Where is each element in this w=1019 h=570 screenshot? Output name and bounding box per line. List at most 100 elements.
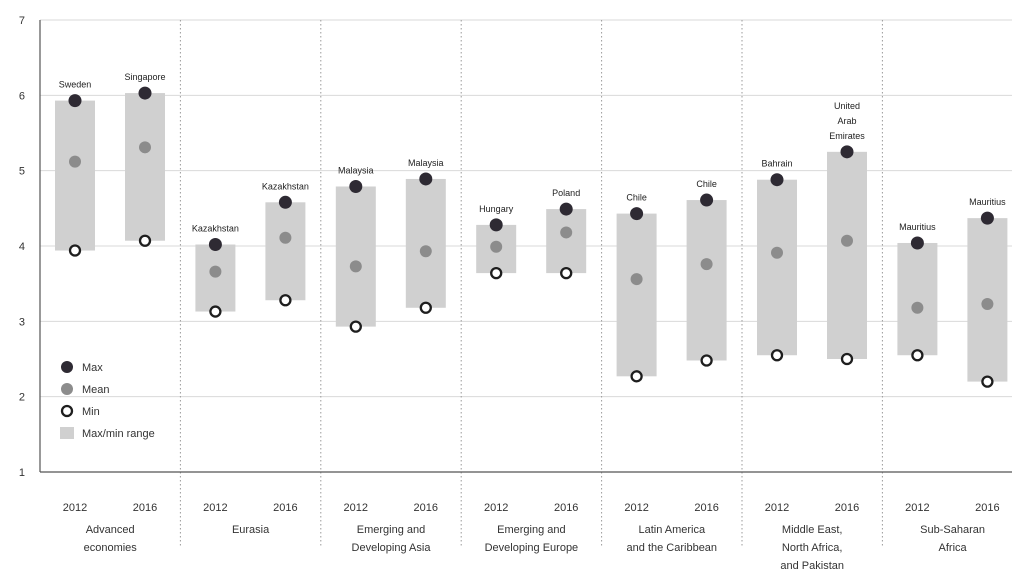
y-tick-label: 2 bbox=[19, 392, 25, 404]
y-tick-label: 6 bbox=[19, 90, 25, 102]
max-country-label: Malaysia bbox=[338, 165, 374, 175]
max-country-label: Poland bbox=[552, 188, 580, 198]
max-point bbox=[630, 207, 644, 221]
range-bar bbox=[757, 179, 797, 356]
min-point bbox=[770, 349, 784, 362]
year-tick-label: 2012 bbox=[344, 502, 368, 514]
min-point bbox=[490, 266, 503, 280]
year-tick-label: 2016 bbox=[835, 502, 859, 514]
range-bar bbox=[897, 242, 938, 356]
max-point bbox=[68, 94, 82, 108]
group-label: Eurasia bbox=[232, 524, 270, 536]
mean-point bbox=[560, 226, 573, 239]
max-country-label: Sweden bbox=[59, 80, 92, 90]
range-bar bbox=[195, 244, 236, 312]
max-point bbox=[278, 195, 292, 209]
max-country-label: Arab bbox=[837, 116, 856, 126]
range-bar bbox=[827, 151, 867, 359]
year-tick-label: 2012 bbox=[905, 502, 929, 514]
legend-label: Max/min range bbox=[82, 428, 155, 440]
year-tick-label: 2016 bbox=[273, 502, 297, 514]
max-country-label: Mauritius bbox=[969, 197, 1006, 207]
range-bar bbox=[616, 213, 657, 377]
mean-point bbox=[279, 231, 292, 244]
max-point bbox=[138, 86, 152, 100]
min-point bbox=[138, 234, 152, 247]
year-tick-label: 2012 bbox=[203, 502, 227, 514]
group-label: Emerging and bbox=[357, 524, 426, 536]
min-point bbox=[840, 352, 854, 366]
mean-point bbox=[771, 246, 783, 259]
min-point bbox=[349, 320, 362, 333]
max-point bbox=[700, 193, 714, 207]
max-point bbox=[349, 179, 363, 193]
y-tick-label: 7 bbox=[19, 15, 25, 27]
group-label: Developing Europe bbox=[485, 542, 579, 554]
legend-label: Min bbox=[82, 406, 100, 418]
legend-min-marker bbox=[60, 404, 74, 418]
mean-point bbox=[419, 245, 432, 258]
year-tick-label: 2016 bbox=[554, 502, 578, 514]
mean-point bbox=[349, 260, 362, 273]
year-tick-label: 2012 bbox=[63, 502, 87, 514]
year-tick-label: 2016 bbox=[133, 502, 157, 514]
mean-point bbox=[700, 258, 713, 271]
max-point bbox=[208, 237, 222, 251]
max-country-label: Kazakhstan bbox=[192, 223, 239, 233]
mean-point bbox=[630, 273, 643, 286]
range-bar bbox=[405, 178, 446, 308]
group-label: economies bbox=[84, 542, 138, 554]
max-country-label: Malaysia bbox=[408, 158, 444, 168]
max-point bbox=[770, 173, 784, 187]
max-point bbox=[559, 202, 573, 216]
group-label: and the Caribbean bbox=[627, 542, 718, 554]
range-bar bbox=[125, 93, 165, 241]
y-tick-label: 3 bbox=[19, 316, 25, 328]
year-tick-label: 2012 bbox=[765, 502, 789, 514]
mean-point bbox=[139, 141, 151, 154]
mean-point bbox=[911, 301, 924, 314]
min-point bbox=[700, 354, 713, 367]
y-tick-label: 1 bbox=[19, 467, 25, 479]
year-tick-label: 2016 bbox=[694, 502, 718, 514]
max-point bbox=[840, 145, 854, 159]
max-country-label: Chile bbox=[696, 179, 717, 189]
min-point bbox=[279, 294, 292, 307]
year-tick-label: 2016 bbox=[975, 502, 999, 514]
range-bar bbox=[55, 100, 95, 251]
range-bar bbox=[335, 186, 376, 327]
range-bar bbox=[686, 200, 727, 361]
max-country-label: Kazakhstan bbox=[262, 181, 309, 191]
group-label: Advanced bbox=[86, 524, 135, 536]
max-point bbox=[910, 236, 924, 250]
max-country-label: Hungary bbox=[479, 204, 514, 214]
mean-point bbox=[981, 298, 994, 311]
max-country-label: Mauritius bbox=[899, 222, 936, 232]
max-point bbox=[419, 172, 433, 186]
group-label: Emerging and bbox=[497, 524, 566, 536]
year-tick-label: 2016 bbox=[414, 502, 438, 514]
legend-mean-marker bbox=[61, 383, 73, 395]
min-point bbox=[209, 305, 222, 318]
legend-label: Mean bbox=[82, 384, 110, 396]
mean-point bbox=[490, 240, 503, 253]
mean-point bbox=[69, 155, 81, 168]
max-country-label: United bbox=[834, 101, 860, 111]
mean-point bbox=[209, 265, 222, 278]
max-point bbox=[980, 211, 994, 225]
group-label: and Pakistan bbox=[780, 560, 844, 570]
min-point bbox=[981, 375, 994, 388]
legend-range-marker bbox=[60, 427, 74, 439]
min-point bbox=[68, 244, 82, 257]
max-country-label: Emirates bbox=[829, 131, 865, 141]
group-label: Latin America bbox=[638, 524, 706, 536]
group-label: Developing Asia bbox=[352, 542, 432, 554]
group-label: Sub-Saharan bbox=[920, 524, 985, 536]
mean-point bbox=[841, 234, 853, 247]
min-point bbox=[630, 370, 643, 383]
max-country-label: Singapore bbox=[124, 72, 165, 82]
min-point bbox=[419, 301, 432, 314]
range-bar bbox=[265, 202, 306, 301]
group-label: North Africa, bbox=[782, 542, 843, 554]
